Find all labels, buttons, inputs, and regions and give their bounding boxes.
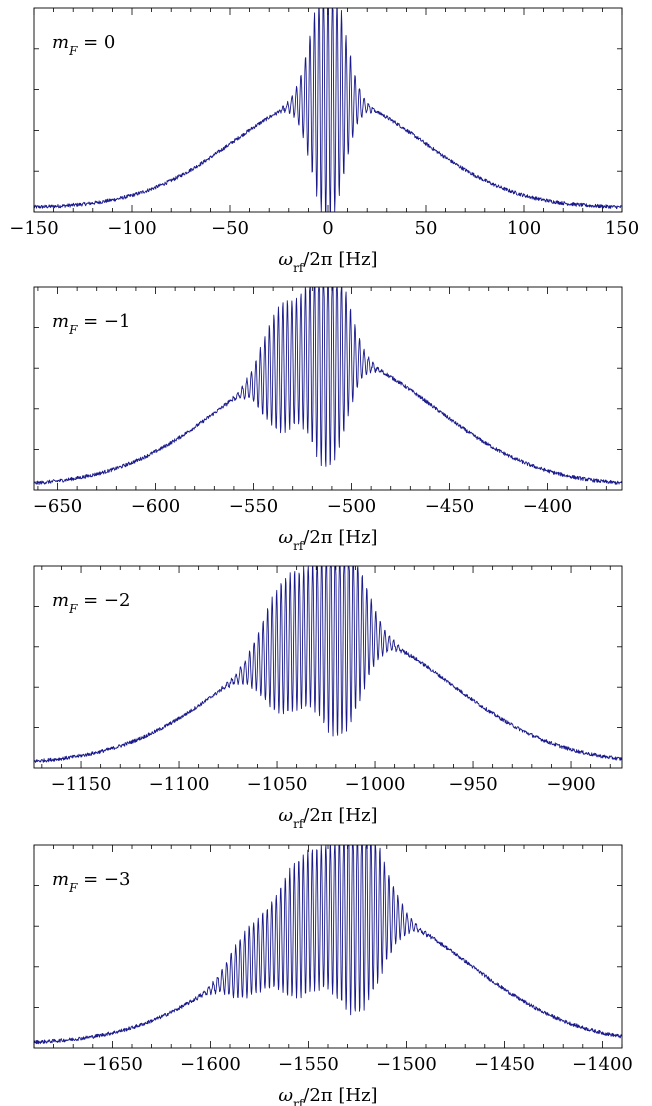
- x-tick-label: −1600: [180, 1054, 241, 1075]
- x-tick-label: −600: [131, 496, 180, 517]
- x-axis-label-3-rest: /2π [Hz]: [303, 1085, 377, 1106]
- panel-label-0-var: m: [52, 32, 69, 53]
- series-line-0: [33, 8, 623, 212]
- panel-label-3-sub: F: [68, 881, 78, 895]
- panel-label-2-sub: F: [68, 602, 78, 616]
- x-tick-label: −1650: [82, 1054, 143, 1075]
- panel-label-2-var: m: [52, 590, 69, 611]
- x-tick-label: −650: [33, 496, 82, 517]
- x-tick-label: −900: [546, 774, 595, 795]
- x-axis-label-2-sub: rf: [293, 817, 305, 831]
- series-line-2: [33, 566, 623, 763]
- panel-label-1-rest: = −1: [77, 311, 130, 332]
- x-tick-label: −950: [448, 774, 497, 795]
- x-tick-label: −1150: [51, 774, 112, 795]
- x-axis-label-3-var: ω: [278, 1085, 293, 1106]
- x-axis-label-2-rest: /2π [Hz]: [303, 805, 377, 826]
- x-tick-label: −1050: [247, 774, 308, 795]
- panel-label-1: mF = −1: [52, 311, 130, 337]
- x-axis-label-0-sub: rf: [293, 261, 305, 275]
- plot-frame-1: [33, 286, 623, 491]
- x-axis-label-3-sub: rf: [293, 1097, 305, 1106]
- x-tick-label: 0: [322, 218, 333, 239]
- x-tick-label: 150: [605, 218, 639, 239]
- panel-3: −1650 −1600 −1550 −1500 −1450 −1400 mF = −3 ωrf…: [33, 844, 633, 1106]
- panel-label-3-var: m: [52, 869, 69, 890]
- x-axis-label-1-sub: rf: [293, 539, 305, 553]
- x-tick-label: −1100: [149, 774, 210, 795]
- x-tick-label: −50: [211, 218, 249, 239]
- x-axis-label-0-rest: /2π [Hz]: [303, 249, 377, 270]
- panel-label-3: mF = −3: [52, 869, 130, 895]
- x-axis-label-3: ωrf/2π [Hz]: [278, 1085, 377, 1106]
- x-tick-label: −400: [523, 496, 572, 517]
- x-tick-label: −1400: [572, 1054, 633, 1075]
- panel-label-3-rest: = −3: [77, 869, 130, 890]
- x-axis-label-1-rest: /2π [Hz]: [303, 527, 377, 548]
- x-tick-label: −150: [9, 218, 58, 239]
- panel-label-0: mF = 0: [52, 32, 115, 58]
- x-tick-label: −1450: [474, 1054, 535, 1075]
- x-tick-label: −450: [425, 496, 474, 517]
- x-axis-label-0: ωrf/2π [Hz]: [278, 249, 377, 275]
- x-axis-label-1: ωrf/2π [Hz]: [278, 527, 377, 553]
- x-tick-label: −100: [107, 218, 156, 239]
- x-tick-label: −1550: [278, 1054, 339, 1075]
- series-line-1: [33, 287, 623, 485]
- x-tick-label: −1500: [376, 1054, 437, 1075]
- plot-frame-2: [33, 565, 623, 769]
- panel-2: −1150 −1100 −1050 −1000 −950 −900 mF = −2 ωrf/2…: [33, 565, 623, 831]
- x-tick-label: −550: [229, 496, 278, 517]
- x-tick-label: 100: [507, 218, 541, 239]
- panel-label-0-sub: F: [68, 44, 78, 58]
- x-axis-label-0-var: ω: [278, 249, 293, 270]
- x-tick-label: −1000: [345, 774, 406, 795]
- x-axis-label-2-var: ω: [278, 805, 293, 826]
- panel-label-2: mF = −2: [52, 590, 130, 616]
- x-axis-label-1-var: ω: [278, 527, 293, 548]
- panel-1: −650 −600 −550 −500 −450 −400 mF = −1 ωrf/2π [H…: [33, 286, 623, 553]
- panel-label-2-rest: = −2: [77, 590, 130, 611]
- x-tick-label: −500: [327, 496, 376, 517]
- x-axis-label-2: ωrf/2π [Hz]: [278, 805, 377, 831]
- plot-frame-0: [33, 7, 623, 213]
- panel-0: −150 −100 −50 0 50 100 150 mF = 0 ωrf/2π [Hz]: [9, 7, 639, 275]
- series-line-3: [33, 845, 623, 1045]
- panel-label-1-var: m: [52, 311, 69, 332]
- panel-label-1-sub: F: [68, 323, 78, 337]
- x-tick-label: 50: [415, 218, 438, 239]
- panel-label-0-rest: = 0: [77, 32, 115, 53]
